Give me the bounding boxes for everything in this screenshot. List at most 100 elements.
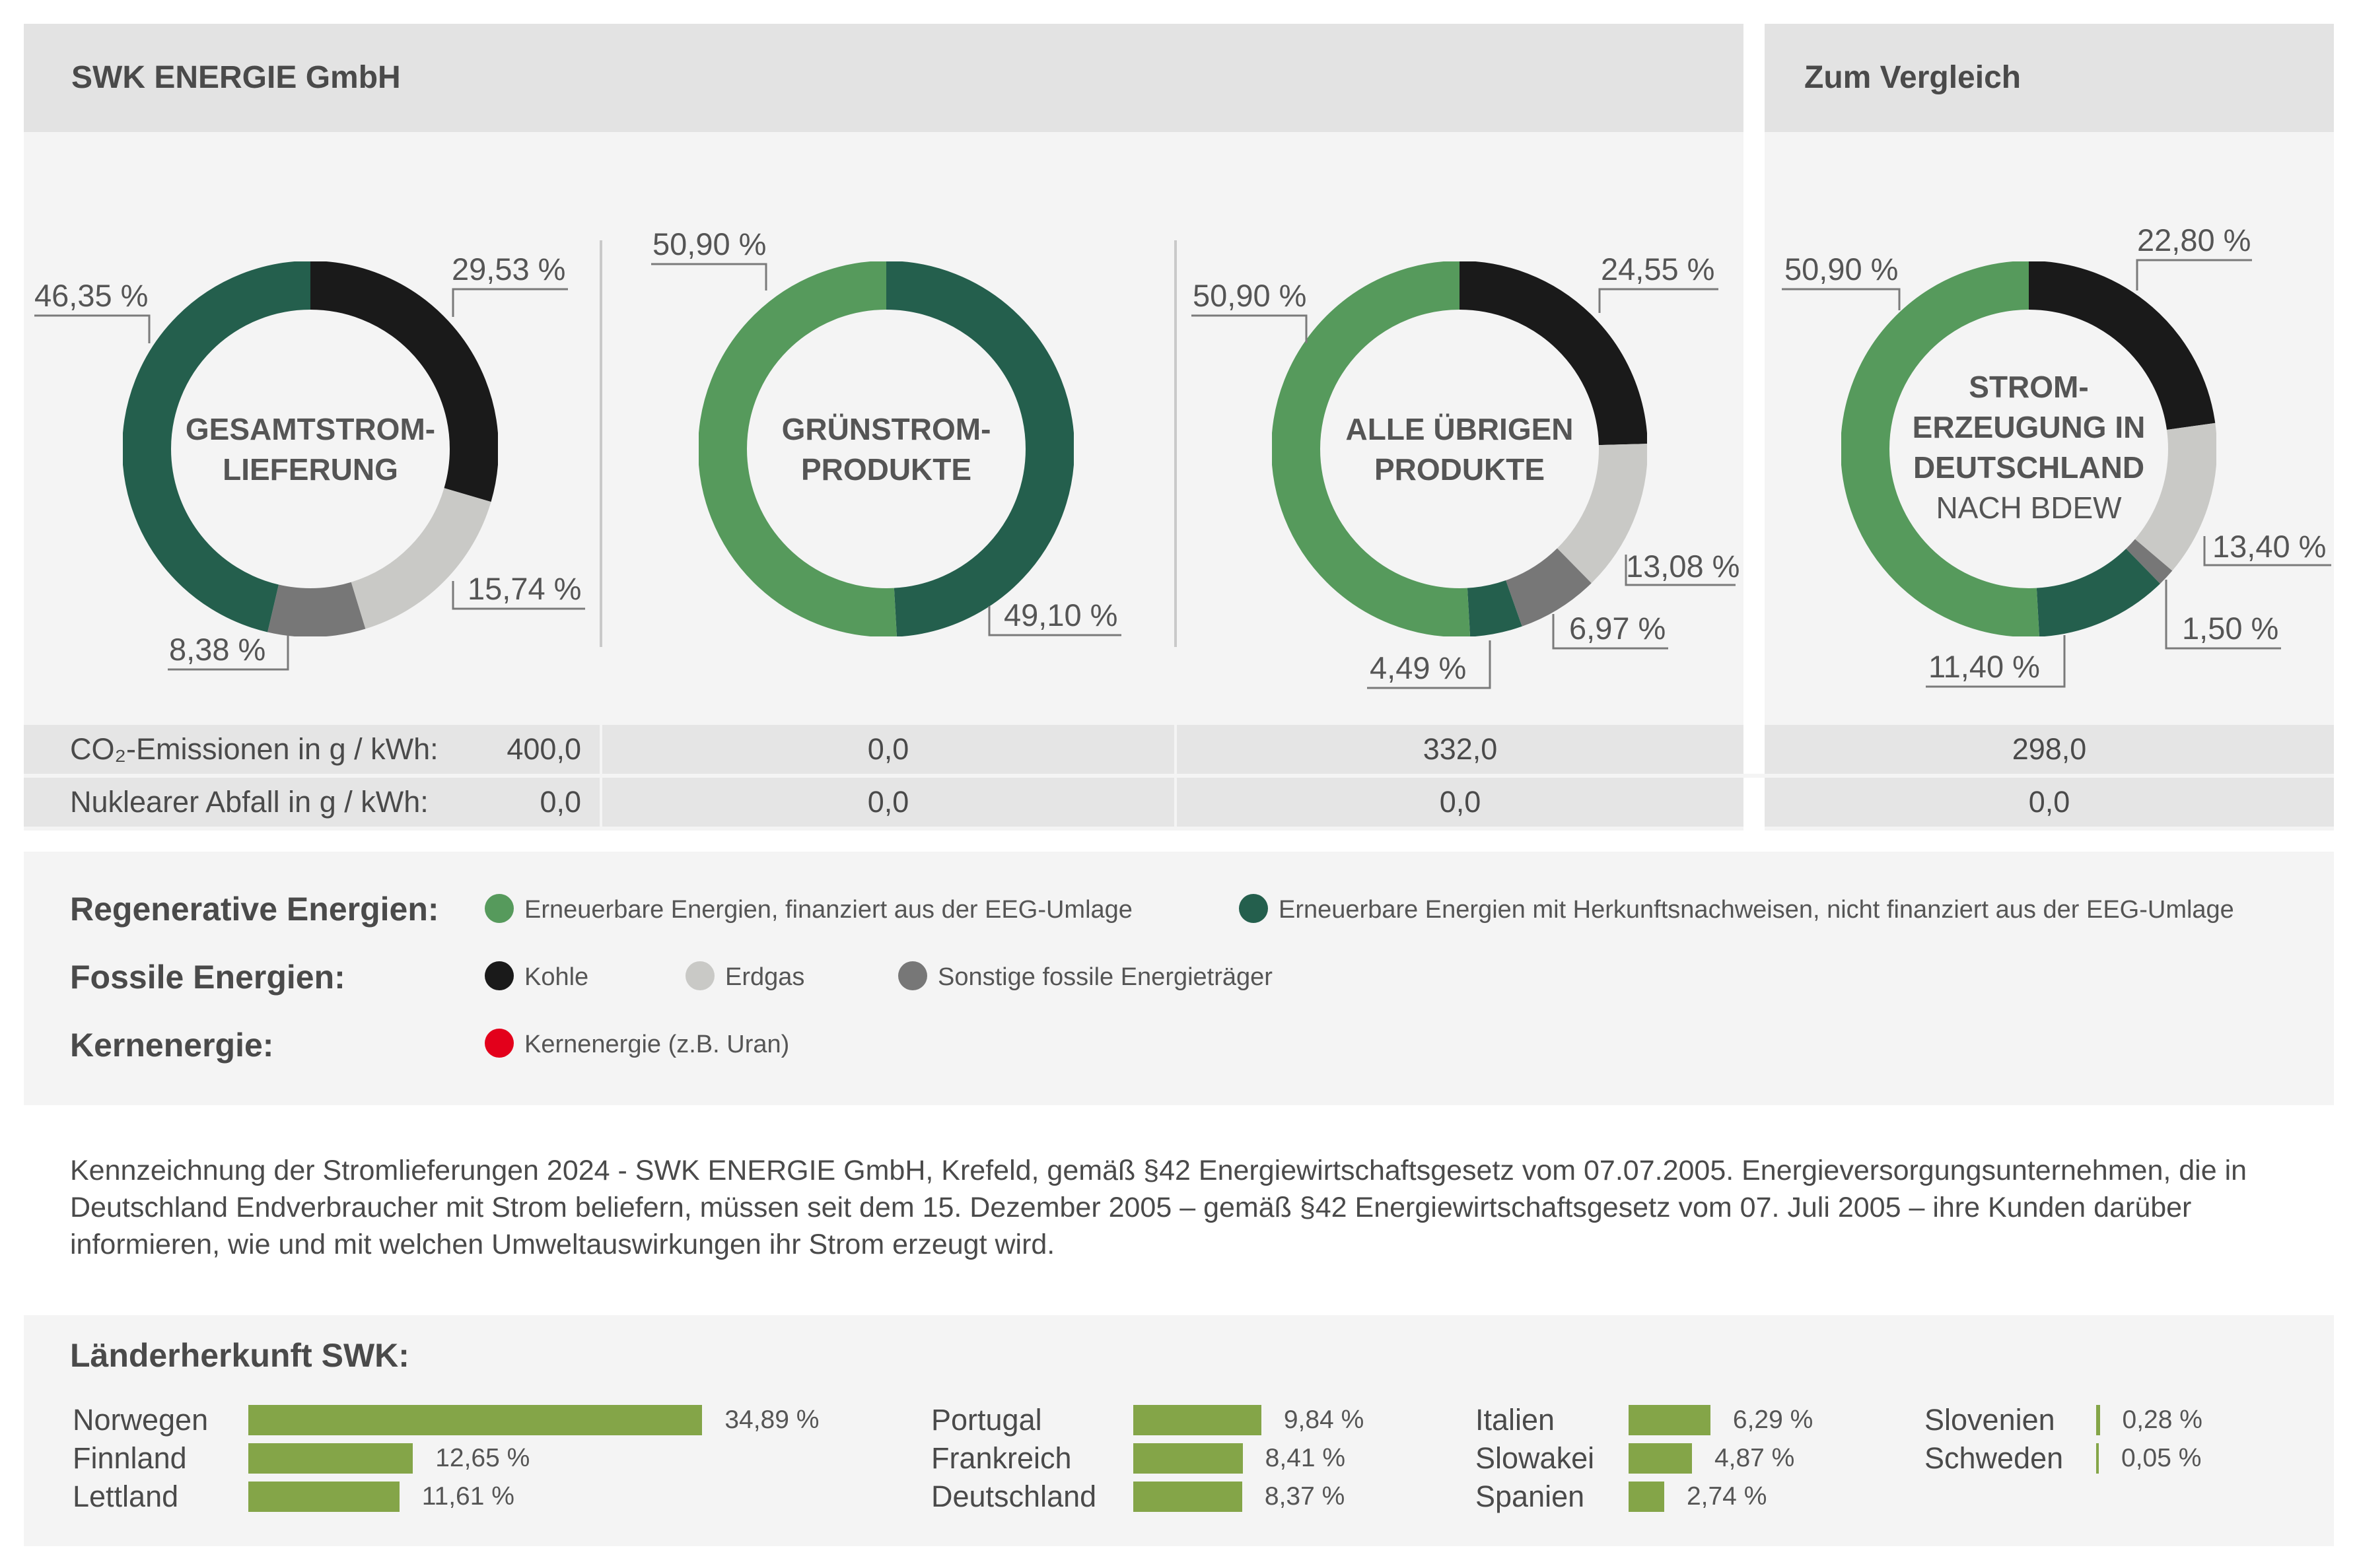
- country-bar: [1629, 1405, 1710, 1435]
- leader-29-53: [452, 288, 568, 317]
- label-gesamt-herkunft: 46,35 %: [34, 278, 149, 313]
- label-de-kohle: 22,80 %: [2137, 222, 2251, 257]
- legend-fossil-title: Fossile Energien:: [70, 959, 345, 996]
- label-de-eeg: 50,90 %: [1784, 252, 1899, 287]
- label-uebrige-sonstige: 6,97 %: [1569, 611, 1666, 646]
- separator-1: [600, 240, 602, 647]
- country-name: Portugal: [931, 1403, 1042, 1437]
- country-name: Slowakei: [1475, 1441, 1595, 1475]
- legend-regenerative-title: Regenerative Energien:: [70, 891, 439, 928]
- country-name: Spanien: [1475, 1480, 1585, 1513]
- legend-herkunft-label: Erneuerbare Energien mit Herkunftsnachwe…: [1279, 896, 2234, 924]
- co2-row-bg: [24, 725, 1743, 774]
- donut-chart-gesamtstromlieferung: [123, 261, 498, 636]
- label-de-herkunft: 11,40 %: [1928, 649, 2040, 684]
- title-line: ALLE ÜBRIGEN: [1345, 412, 1574, 446]
- donut-title-gesamt: GESAMTSTROM- LIEFERUNG: [162, 409, 458, 490]
- label-uebrige-erdgas: 13,08 %: [1626, 549, 1740, 584]
- leader-50-90-c: [1782, 288, 1901, 310]
- label-uebrige-eeg: 50,90 %: [1193, 278, 1307, 313]
- legend-erdgas-label: Erdgas: [725, 963, 805, 991]
- country-name: Finnland: [73, 1441, 187, 1475]
- leader-46-35: [34, 314, 151, 343]
- label-uebrige-herkunft: 4,49 %: [1370, 650, 1467, 685]
- country-name: Frankreich: [931, 1441, 1072, 1475]
- leader-50-90-a: [651, 263, 767, 290]
- legend-panel: [24, 852, 2334, 1105]
- herkunft-swatch: [1239, 893, 1268, 923]
- co2-row-bg-cmp: [1765, 725, 2334, 774]
- label-gesamt-sonstige: 8,38 %: [169, 632, 266, 667]
- waste-value-uebrige: 0,0: [1439, 785, 1481, 819]
- legend-item-kern: Kernenergie (z.B. Uran): [485, 1028, 789, 1060]
- co2-value-gesamt: 400,0: [507, 732, 581, 766]
- country-value: 8,41 %: [1265, 1444, 1346, 1472]
- leader-4-49: [1367, 640, 1491, 689]
- country-name: Slovenien: [1924, 1403, 2055, 1437]
- label-gesamt-erdgas: 15,74 %: [468, 571, 582, 606]
- donut-title-deutschland: STROM- ERZEUGUNG IN DEUTSCHLAND NACH BDE…: [1881, 367, 2177, 528]
- donut-title-uebrige: ALLE ÜBRIGEN PRODUKTE: [1312, 409, 1607, 490]
- table-row-sep: [24, 774, 2334, 778]
- legend-item-sonstige: Sonstige fossile Energieträger: [898, 961, 1273, 993]
- legend-item-eeg: Erneuerbare Energien, finanziert aus der…: [485, 893, 1133, 926]
- leader-24-55: [1598, 288, 1718, 313]
- country-bar: [1629, 1443, 1692, 1474]
- leader-22-80: [2136, 259, 2252, 290]
- co2-value-de: 298,0: [2012, 732, 2087, 766]
- title-line: GESAMTSTROM-: [185, 412, 436, 446]
- leader-1-50: [2165, 580, 2281, 650]
- swk-panel: [24, 24, 1743, 831]
- donut-slice-eeg: [699, 261, 1074, 636]
- country-name: Deutschland: [931, 1480, 1097, 1513]
- label-gesamt-kohle: 29,53 %: [452, 252, 566, 287]
- country-name: Lettland: [73, 1480, 179, 1513]
- title-line: PRODUKTE: [800, 452, 972, 487]
- donut-slice-erdgas: [1841, 261, 2216, 636]
- title-line: LIEFERUNG: [223, 452, 398, 487]
- country-value: 8,37 %: [1264, 1482, 1345, 1511]
- country-value: 34,89 %: [724, 1406, 820, 1434]
- legend-item-herkunft: Erneuerbare Energien mit Herkunftsnachwe…: [1239, 893, 2234, 926]
- leader-6-97: [1552, 614, 1668, 650]
- waste-value-gesamt: 0,0: [540, 785, 581, 819]
- donut-chart-deutschland: [1841, 261, 2216, 636]
- kern-swatch: [485, 1028, 514, 1058]
- country-bar: [1629, 1482, 1664, 1512]
- country-value: 9,84 %: [1283, 1406, 1364, 1434]
- co2-label: CO₂-Emissionen in g / kWh:: [70, 732, 439, 766]
- donut-slice-erdgas: [1272, 261, 1647, 636]
- waste-row-bg: [24, 778, 1743, 827]
- waste-row-bg-cmp: [1765, 778, 2334, 827]
- legend-kohle-label: Kohle: [524, 963, 589, 991]
- donut-chart-gruenstrom: [699, 261, 1074, 636]
- donut-slice-eeg: [1841, 261, 2216, 636]
- country-bar: [1133, 1443, 1243, 1474]
- legend-eeg-label: Erneuerbare Energien, finanziert aus der…: [524, 896, 1133, 924]
- country-bar: [248, 1405, 703, 1435]
- eeg-swatch: [485, 893, 514, 923]
- country-bar: [2096, 1405, 2100, 1435]
- co2-value-gruen: 0,0: [867, 732, 909, 766]
- waste-value-gruen: 0,0: [867, 785, 909, 819]
- donut-chart-uebrige-produkte: [1272, 261, 1647, 636]
- leader-lines: [34, 259, 2331, 689]
- co2-value-uebrige: 332,0: [1423, 732, 1498, 766]
- waste-label: Nuklearer Abfall in g / kWh:: [70, 785, 429, 819]
- country-title: Länderherkunft SWK:: [70, 1337, 409, 1374]
- donut-slice-eeg: [1272, 261, 1647, 636]
- country-bar: [1133, 1405, 1261, 1435]
- label-de-erdgas: 13,40 %: [2212, 529, 2327, 564]
- donut-title-gruen: GRÜNSTROM- PRODUKTE: [738, 409, 1034, 490]
- country-name: Italien: [1475, 1403, 1555, 1437]
- legend-item-erdgas: Erdgas: [686, 961, 805, 993]
- donut-slice-sonstige: [123, 261, 498, 636]
- title-line: GRÜNSTROM-: [781, 412, 991, 446]
- leader-11-40: [1926, 635, 2066, 688]
- leader-8-38: [168, 635, 289, 671]
- leader-13-40: [2203, 536, 2331, 566]
- leader-15-74: [452, 581, 585, 610]
- country-bar: [2096, 1443, 2099, 1474]
- country-value: 0,28 %: [2122, 1406, 2202, 1434]
- country-name: Schweden: [1924, 1441, 2064, 1475]
